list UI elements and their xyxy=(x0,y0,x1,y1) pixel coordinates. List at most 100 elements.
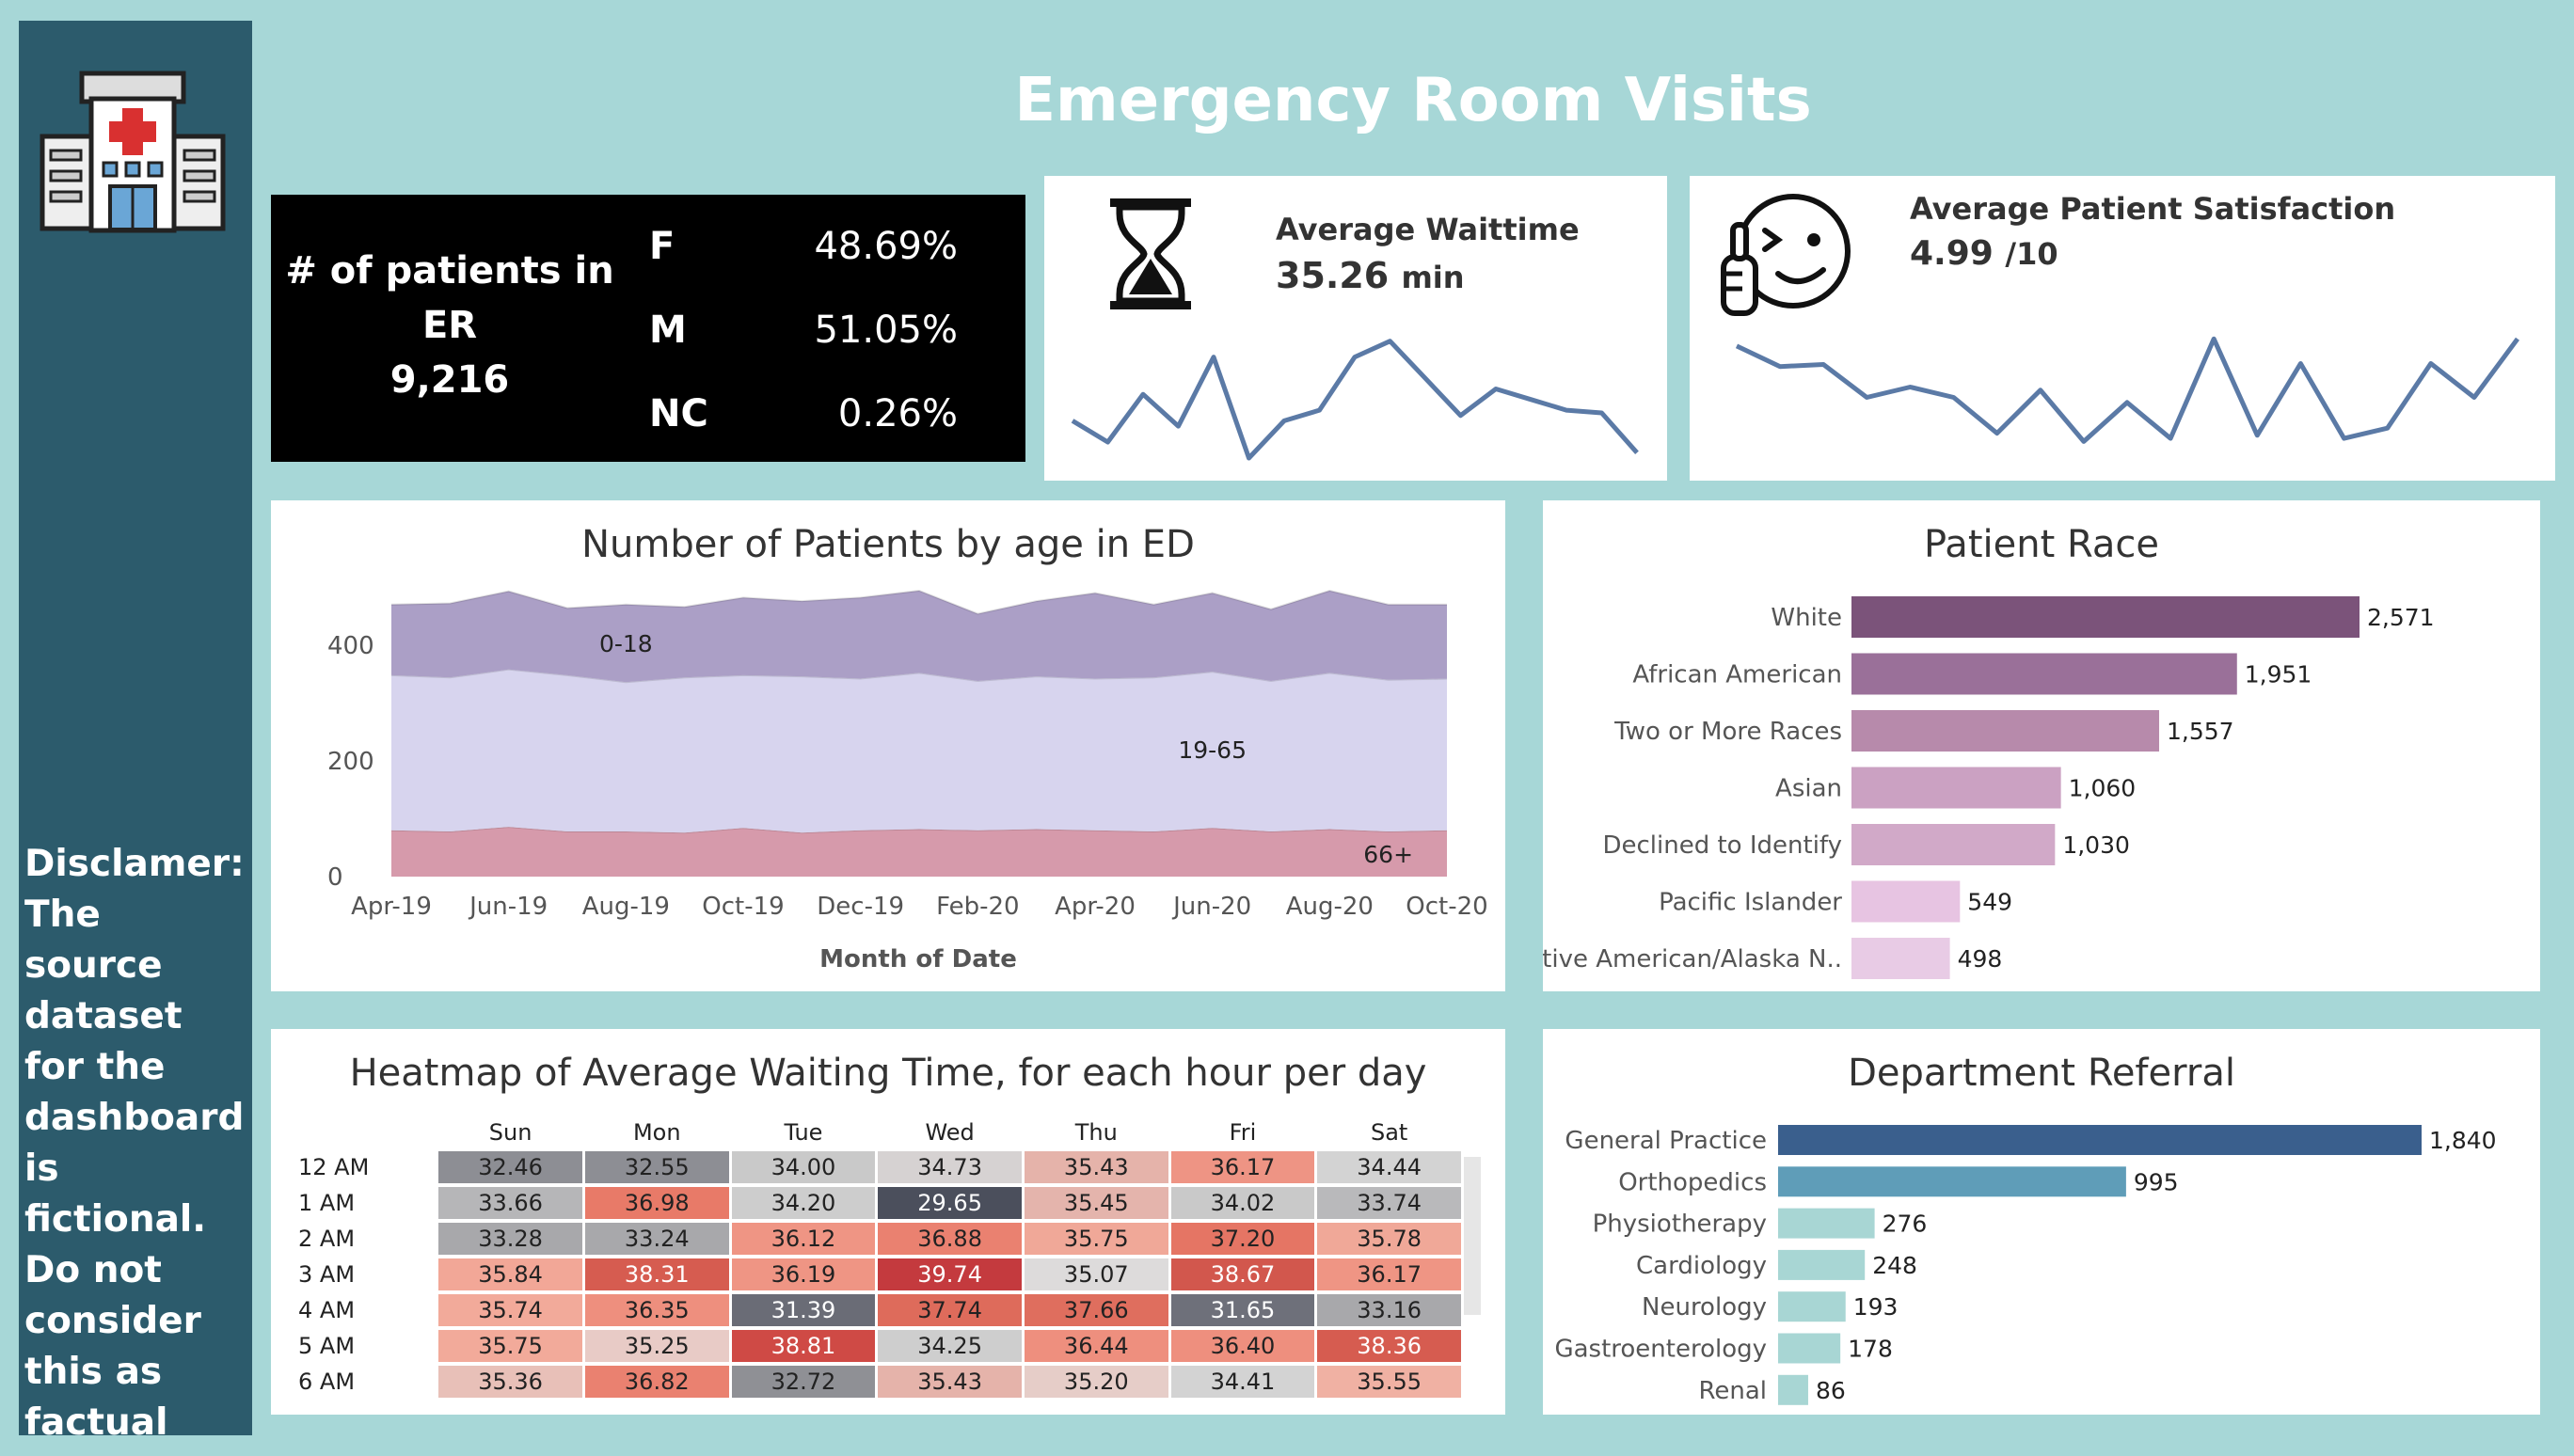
er-total: 9,216 xyxy=(389,358,510,402)
heatmap-title: Heatmap of Average Waiting Time, for eac… xyxy=(349,1052,1427,1095)
heatmap-cell: 36.88 xyxy=(878,1223,1022,1255)
bar-value-label: 549 xyxy=(1967,889,2012,916)
satisfaction-value-row: 4.99 /10 xyxy=(1910,234,2058,273)
wait-time-sparkline xyxy=(1071,339,1639,461)
heatmap-cell: 35.36 xyxy=(438,1366,582,1398)
heatmap-cell: 34.00 xyxy=(731,1151,876,1183)
age-x-tick: Oct-20 xyxy=(1406,893,1487,921)
age-area-chart: 0 200 400 0-18 19-65 66+ Apr-19 Jun-19 Aug-19 Oct… xyxy=(327,589,1488,973)
heatmap-column-header: Fri xyxy=(1229,1119,1257,1146)
heatmap-row-label: 6 AM xyxy=(298,1369,356,1395)
heatmap-column-header: Wed xyxy=(925,1119,975,1146)
heatmap-cell: 35.43 xyxy=(1024,1151,1168,1183)
smiley-thumbs-up-icon xyxy=(1721,194,1851,316)
heatmap-column-header: Thu xyxy=(1074,1119,1118,1146)
department-card: Department Referral General Practice 1,84… xyxy=(1543,1029,2540,1415)
gender-pct-f: 48.69% xyxy=(814,225,958,268)
gender-code-m: M xyxy=(649,309,687,352)
heatmap-row: 4 AM 35.74 36.35 31.39 37.74 37.66 31.65 33.16 xyxy=(291,1294,1461,1326)
age-x-tick: Jun-19 xyxy=(468,893,548,921)
heatmap-cell: 36.12 xyxy=(731,1223,876,1255)
bar xyxy=(1851,824,2056,865)
bar-value-label: 193 xyxy=(1853,1293,1899,1321)
heatmap-cell: 35.84 xyxy=(438,1258,582,1290)
heatmap-cell: 34.02 xyxy=(1170,1187,1315,1219)
bar xyxy=(1851,767,2061,809)
heatmap-cell: 36.44 xyxy=(1024,1330,1168,1362)
bar-value-label: 1,557 xyxy=(2167,718,2234,745)
race-card: Patient Race White 2,571 African American 1… xyxy=(1543,500,2540,991)
heatmap-cell: 31.65 xyxy=(1170,1294,1315,1326)
bar xyxy=(1778,1125,2422,1155)
bar xyxy=(1851,710,2160,752)
sparkline-line xyxy=(1735,336,2520,444)
heatmap-column-header: Tue xyxy=(784,1119,823,1146)
heatmap-cell: 32.72 xyxy=(731,1366,876,1398)
age-y-tick: 200 xyxy=(327,748,374,776)
bar-category-label: Asian xyxy=(1775,775,1842,803)
heatmap-cell: 35.75 xyxy=(1024,1223,1168,1255)
heatmap-cell: 32.55 xyxy=(584,1151,729,1183)
heatmap-column-header: Sun xyxy=(488,1119,532,1146)
heatmap-cell: 33.66 xyxy=(438,1187,582,1219)
satisfaction-label: Average Patient Satisfaction xyxy=(1910,191,2396,227)
heatmap-scrollbar[interactable] xyxy=(1464,1157,1481,1315)
bar-value-label: 1,030 xyxy=(2062,831,2130,859)
bar-category-label: Orthopedics xyxy=(1618,1168,1767,1196)
heatmap-row: 12 AM 32.46 32.55 34.00 34.73 35.43 36.17 34.44 xyxy=(291,1151,1461,1183)
age-chart-title: Number of Patients by age in ED xyxy=(581,523,1195,566)
heatmap-cell: 32.46 xyxy=(438,1151,582,1183)
bar xyxy=(1778,1374,1808,1405)
age-x-axis-title: Month of Date xyxy=(819,945,1017,973)
satisfaction-unit: /10 xyxy=(2005,236,2058,272)
age-area-0-18 xyxy=(391,591,1447,683)
gender-code-nc: NC xyxy=(649,392,708,435)
bar-category-label: White xyxy=(1771,604,1842,632)
heatmap-cell: 36.19 xyxy=(731,1258,876,1290)
age-area-card: Number of Patients by age in ED 0 200 400 0… xyxy=(271,500,1505,991)
bar-category-label: Native American/Alaska N.. xyxy=(1543,945,1842,973)
wait-time-value: 35.26 xyxy=(1276,255,1390,296)
heatmap-scroll-area[interactable]: Sun Mon Tue Wed Thu Fri Sat 12 AM 32.46 32.55 34.… xyxy=(271,1029,1464,1411)
heatmap-row-label: 4 AM xyxy=(298,1297,356,1323)
heatmap-corner xyxy=(291,1117,436,1147)
age-x-tick: Apr-19 xyxy=(351,893,432,921)
bar-value-label: 178 xyxy=(1848,1336,1893,1363)
bar-value-label: 2,571 xyxy=(2367,604,2435,631)
sidebar xyxy=(19,21,252,1435)
bar-category-label: Declined to Identify xyxy=(1602,831,1842,860)
age-area-19-65 xyxy=(391,669,1447,833)
heatmap-cell: 33.16 xyxy=(1317,1294,1461,1326)
department-bar-chart: General Practice 1,840 Orthopedics 995 Physi… xyxy=(1554,1125,2497,1405)
bar-category-label: Renal xyxy=(1698,1377,1767,1405)
age-series-label: 19-65 xyxy=(1178,736,1247,764)
heatmap-cell: 36.17 xyxy=(1317,1258,1461,1290)
bar xyxy=(1778,1166,2126,1197)
heatmap-cell: 33.24 xyxy=(584,1223,729,1255)
heatmap-card: Heatmap of Average Waiting Time, for eac… xyxy=(271,1029,1505,1415)
heatmap-cell: 33.28 xyxy=(438,1223,582,1255)
heatmap-cell: 35.07 xyxy=(1024,1258,1168,1290)
race-chart-title: Patient Race xyxy=(1923,523,2160,566)
satisfaction-card: Average Patient Satisfaction 4.99 /10 xyxy=(1690,176,2555,481)
age-y-tick: 0 xyxy=(327,863,343,892)
heatmap-cell: 29.65 xyxy=(878,1187,1022,1219)
heatmap-cell: 34.44 xyxy=(1317,1151,1461,1183)
heatmap-cell: 36.35 xyxy=(584,1294,729,1326)
heatmap-cell: 31.39 xyxy=(731,1294,876,1326)
age-y-tick: 400 xyxy=(327,632,374,660)
heatmap-cell: 37.20 xyxy=(1170,1223,1315,1255)
bar xyxy=(1851,596,2360,638)
heatmap-cell: 37.74 xyxy=(878,1294,1022,1326)
bar-category-label: African American xyxy=(1632,661,1842,689)
bar-value-label: 248 xyxy=(1872,1252,1917,1279)
bar-value-label: 1,060 xyxy=(2069,775,2137,802)
heatmap-cell: 33.74 xyxy=(1317,1187,1461,1219)
bar xyxy=(1851,653,2237,695)
bar-value-label: 995 xyxy=(2134,1168,2179,1195)
bar-value-label: 1,951 xyxy=(2245,661,2312,688)
heatmap-cell: 35.74 xyxy=(438,1294,582,1326)
bar xyxy=(1778,1291,1846,1322)
bar-value-label: 276 xyxy=(1883,1211,1928,1238)
bar xyxy=(1778,1333,1841,1364)
